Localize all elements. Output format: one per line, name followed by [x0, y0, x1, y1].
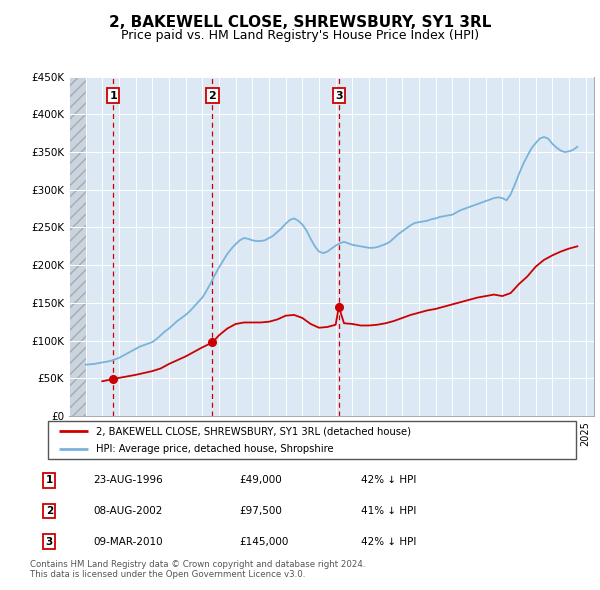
- Text: 3: 3: [46, 537, 53, 546]
- Text: 09-MAR-2010: 09-MAR-2010: [94, 537, 163, 546]
- Text: 1: 1: [46, 476, 53, 485]
- Text: 2: 2: [46, 506, 53, 516]
- Bar: [69, 77, 86, 416]
- Text: HPI: Average price, detached house, Shropshire: HPI: Average price, detached house, Shro…: [95, 444, 333, 454]
- Text: £97,500: £97,500: [240, 506, 283, 516]
- Text: 42% ↓ HPI: 42% ↓ HPI: [361, 537, 416, 546]
- Text: 3: 3: [335, 90, 343, 100]
- Text: £145,000: £145,000: [240, 537, 289, 546]
- Text: Price paid vs. HM Land Registry's House Price Index (HPI): Price paid vs. HM Land Registry's House …: [121, 29, 479, 42]
- Text: £49,000: £49,000: [240, 476, 283, 485]
- Text: 41% ↓ HPI: 41% ↓ HPI: [361, 506, 416, 516]
- Text: 08-AUG-2002: 08-AUG-2002: [94, 506, 163, 516]
- FancyBboxPatch shape: [48, 421, 576, 459]
- Text: 1: 1: [109, 90, 117, 100]
- Text: 2: 2: [209, 90, 216, 100]
- Text: 2, BAKEWELL CLOSE, SHREWSBURY, SY1 3RL (detached house): 2, BAKEWELL CLOSE, SHREWSBURY, SY1 3RL (…: [95, 426, 410, 436]
- Bar: [69, 77, 86, 416]
- Text: 2, BAKEWELL CLOSE, SHREWSBURY, SY1 3RL: 2, BAKEWELL CLOSE, SHREWSBURY, SY1 3RL: [109, 15, 491, 30]
- Text: 23-AUG-1996: 23-AUG-1996: [94, 476, 163, 485]
- Text: 42% ↓ HPI: 42% ↓ HPI: [361, 476, 416, 485]
- Text: Contains HM Land Registry data © Crown copyright and database right 2024.
This d: Contains HM Land Registry data © Crown c…: [30, 560, 365, 579]
